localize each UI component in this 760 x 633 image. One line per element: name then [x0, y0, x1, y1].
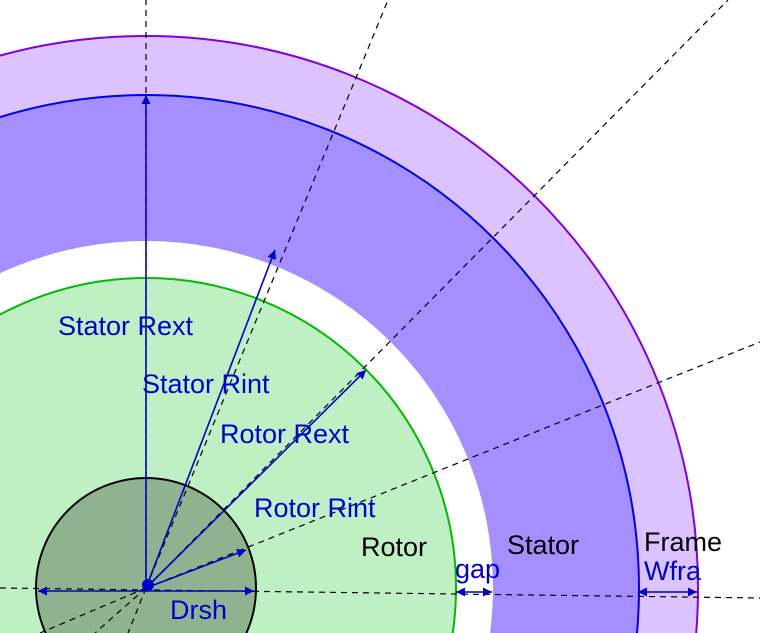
- stator-rext-label: Stator Rext: [58, 311, 194, 341]
- gap-label: gap: [455, 554, 500, 584]
- radial-line-5: [94, 587, 147, 633]
- rotor-rext-label: Rotor Rext: [220, 419, 350, 449]
- drsh-label: Drsh: [170, 595, 227, 625]
- stator-rint-label: Stator Rint: [142, 369, 270, 399]
- radial-line-3: [145, 341, 760, 589]
- center-point: [142, 579, 154, 591]
- radial-line-4: [39, 587, 147, 633]
- wfra-label: Wfra: [644, 556, 702, 586]
- radial-line-1: [145, 0, 389, 589]
- rotor-rext-arrow: [145, 369, 367, 589]
- rotor-label: Rotor: [361, 532, 427, 562]
- rotor-rint-label: Rotor Rint: [254, 493, 376, 523]
- stator-label: Stator: [507, 530, 579, 560]
- stator-rint-arrow: [145, 249, 276, 589]
- frame-label: Frame: [644, 527, 722, 557]
- dimension-arrows: [38, 95, 697, 597]
- radial-line-6: [127, 587, 147, 633]
- rotor-rint-arrow: [145, 548, 247, 589]
- radial-line-2: [145, 0, 729, 589]
